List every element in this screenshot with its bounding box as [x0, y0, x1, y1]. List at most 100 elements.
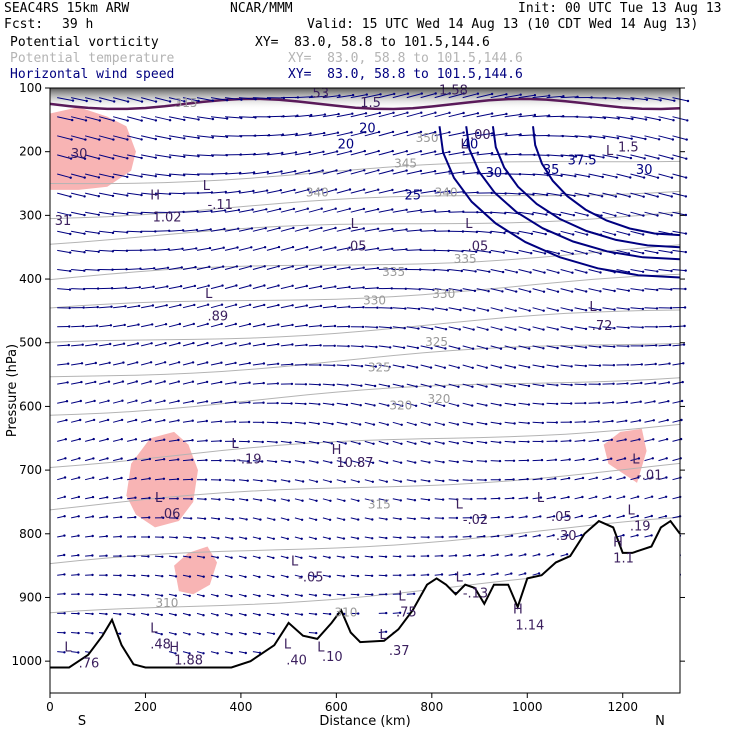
wind-vector-head	[177, 361, 181, 364]
wind-vector-head	[654, 362, 657, 366]
wind-vector	[238, 285, 251, 290]
wind-vector-head	[320, 188, 324, 191]
wind-vector	[490, 326, 502, 331]
wind-vector-head	[343, 499, 346, 502]
pv-extremum-label: H	[150, 188, 160, 203]
wind-vector	[546, 307, 558, 312]
wind-vector	[350, 189, 365, 194]
wind-vector-head	[188, 575, 192, 578]
wind-vector	[616, 382, 628, 385]
wind-vector-head	[111, 213, 115, 216]
wind-vector	[476, 113, 493, 118]
wind-vector-head	[244, 651, 247, 655]
wind-vector-head	[596, 457, 599, 461]
wind-vector	[308, 208, 322, 213]
wind-vector-head	[334, 188, 338, 191]
wind-vector-head	[559, 194, 563, 197]
wind-vector-head	[541, 403, 545, 406]
wind-vector	[238, 323, 251, 328]
wind-vector	[224, 209, 239, 213]
wind-vector	[57, 651, 65, 653]
pv-extremum-label: L	[203, 179, 211, 194]
wind-vector	[113, 477, 122, 481]
wind-vector	[126, 97, 143, 103]
wind-vector-head	[413, 517, 416, 521]
wind-vector	[140, 342, 152, 347]
wind-vector	[504, 440, 515, 443]
wind-vector	[420, 288, 434, 291]
wind-vector	[350, 150, 365, 156]
wind-vector-head	[377, 149, 380, 153]
wind-vector-head	[371, 518, 374, 521]
wind-vector-head	[514, 309, 517, 312]
wind-vector	[518, 94, 535, 99]
wind-vector-head	[195, 247, 198, 250]
wind-vector-head	[258, 632, 261, 636]
wind-vector-head	[122, 361, 125, 364]
wind-vector-head	[657, 157, 660, 160]
wind-vector-head	[419, 268, 422, 271]
wind-vector-head	[566, 514, 570, 518]
wind-vector-head	[574, 155, 578, 158]
wind-vector-head	[377, 130, 381, 134]
wind-vector-head	[248, 342, 251, 345]
wind-vector	[644, 344, 657, 347]
wind-vector	[616, 154, 632, 159]
wind-vector	[294, 479, 304, 482]
wind-vector-head	[162, 516, 165, 519]
wind-vector	[154, 439, 165, 442]
wind-vector	[420, 230, 435, 232]
wind-vector-head	[161, 575, 164, 578]
wind-vector	[308, 460, 318, 463]
wind-vector	[462, 383, 473, 388]
wind-vector-head	[107, 399, 110, 402]
wind-vector	[504, 535, 513, 538]
wind-vector-head	[371, 537, 374, 540]
wind-vector-head	[139, 267, 142, 270]
wind-vector-head	[594, 514, 597, 518]
wind-vector-head	[603, 136, 606, 139]
wind-vector-head	[218, 498, 221, 501]
wind-vector-head	[346, 364, 350, 367]
wind-vector	[672, 230, 686, 235]
wind-vector-head	[110, 305, 113, 308]
wind-vector-head	[149, 361, 153, 364]
wind-vector	[560, 96, 578, 99]
wind-vector-head	[105, 612, 108, 616]
x-end-label-south: S	[78, 714, 86, 729]
wind-vector-head	[499, 385, 502, 388]
wind-vector-head	[680, 418, 683, 422]
wind-vector-head	[385, 499, 388, 502]
field-pv-name: Potential vorticity	[10, 35, 159, 50]
wind-vector-head	[319, 265, 323, 268]
wind-vector-head	[427, 536, 430, 539]
wind-vector	[196, 342, 208, 347]
wind-vector	[294, 246, 308, 251]
x-end-label-north: N	[655, 714, 665, 729]
wind-vector-head	[608, 495, 612, 498]
wind-vector-head	[216, 614, 219, 617]
theta-label: 335	[382, 265, 405, 279]
wind-vector-head	[489, 231, 492, 234]
wind-vector	[308, 479, 318, 483]
wind-vector-head	[399, 536, 402, 539]
wind-vector	[154, 381, 165, 385]
wind-vector	[630, 515, 638, 519]
wind-vector	[378, 402, 389, 407]
theta-label: 310	[334, 606, 357, 620]
wind-vector-head	[400, 423, 403, 426]
wind-vector	[448, 364, 459, 369]
wind-vector	[546, 211, 561, 216]
wind-vector	[85, 612, 93, 615]
wind-vector-head	[77, 495, 81, 499]
wind-vector-head	[584, 401, 587, 405]
wind-vector-head	[656, 270, 659, 273]
wind-vector	[672, 344, 685, 347]
wind-vector	[574, 345, 587, 348]
wind-vector-head	[565, 553, 569, 556]
wind-vector-head	[641, 326, 644, 329]
pv-extremum-label: L	[606, 144, 614, 159]
wind-vector	[658, 496, 667, 500]
wind-vector	[168, 173, 185, 176]
